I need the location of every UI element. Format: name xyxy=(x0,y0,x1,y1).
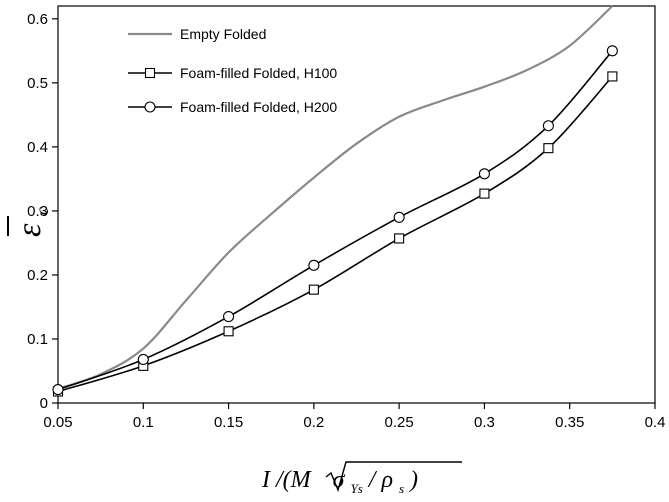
x-axis-title-slash: / ρ xyxy=(367,467,393,493)
y-axis: 0 0.1 0.2 0.3 0.4 0.5 0.6 xyxy=(27,11,58,412)
x-tick-label: 0.1 xyxy=(133,414,154,431)
y-tick-label: 0.2 xyxy=(27,267,48,284)
series-1 xyxy=(57,5,614,390)
legend-label: Foam-filled Folded, H200 xyxy=(180,99,337,115)
x-axis-title-sub2: s xyxy=(399,481,404,496)
y-axis-title: ε c xyxy=(7,207,52,237)
data-point-square xyxy=(223,326,234,337)
x-axis: 0.05 0.1 0.15 0.2 0.25 0.3 0.35 0.4 xyxy=(43,403,665,431)
data-point-square xyxy=(308,284,319,295)
series-layer xyxy=(52,5,618,397)
y-axis-title-symbol: ε xyxy=(11,223,48,237)
data-point-circle xyxy=(542,120,554,132)
legend-label: Empty Folded xyxy=(180,26,266,42)
series-line xyxy=(57,75,613,393)
series-line xyxy=(57,50,613,391)
y-tick-label: 0.6 xyxy=(27,11,48,28)
data-point-square xyxy=(479,188,490,199)
x-tick-label: 0.3 xyxy=(474,414,495,431)
x-tick-label: 0.15 xyxy=(214,414,243,431)
legend-item: Empty Folded xyxy=(128,26,266,42)
x-axis-title-close: ) xyxy=(408,467,418,493)
x-tick-label: 0.4 xyxy=(645,414,666,431)
data-point-square xyxy=(543,143,554,154)
sqrt-radical-sign xyxy=(325,461,462,493)
data-point-circle xyxy=(606,45,618,57)
y-tick-label: 0.1 xyxy=(27,331,48,348)
x-tick-label: 0.05 xyxy=(43,414,72,431)
legend: Empty Folded Foam-filled Folded, H100 Foam… xyxy=(128,26,337,115)
legend-item: Foam-filled Folded, H100 xyxy=(128,65,337,81)
legend-item: Foam-filled Folded, H200 xyxy=(128,99,337,115)
data-point-circle xyxy=(52,384,64,396)
x-tick-label: 0.25 xyxy=(385,414,414,431)
plot-frame xyxy=(57,5,656,404)
data-point-square xyxy=(394,233,405,244)
data-point-circle xyxy=(144,101,156,113)
y-tick-label: 0.4 xyxy=(27,139,48,156)
data-point-circle xyxy=(223,311,235,323)
y-tick-label: 0 xyxy=(40,395,48,412)
x-tick-label: 0.35 xyxy=(555,414,584,431)
data-point-circle xyxy=(308,259,320,271)
x-axis-title-main: I /(M xyxy=(261,467,317,493)
x-tick-label: 0.2 xyxy=(303,414,324,431)
data-point-square xyxy=(607,71,618,82)
y-tick-label: 0.3 xyxy=(27,203,48,220)
y-axis-title-text: ε c xyxy=(11,207,52,237)
y-tick-label: 0.5 xyxy=(27,75,48,92)
x-axis-title: I /(M σ Ys / ρ s ) xyxy=(261,467,418,499)
series-line xyxy=(57,5,614,390)
series-2 xyxy=(52,71,618,397)
data-point-circle xyxy=(478,168,490,180)
data-point-square xyxy=(144,67,156,79)
x-axis-title-sub1: Ys xyxy=(351,481,363,496)
legend-label: Foam-filled Folded, H100 xyxy=(180,65,337,81)
data-point-circle xyxy=(393,211,405,223)
y-axis-title-sub: c xyxy=(32,207,52,215)
data-point-circle xyxy=(137,353,149,366)
series-3 xyxy=(52,45,618,396)
